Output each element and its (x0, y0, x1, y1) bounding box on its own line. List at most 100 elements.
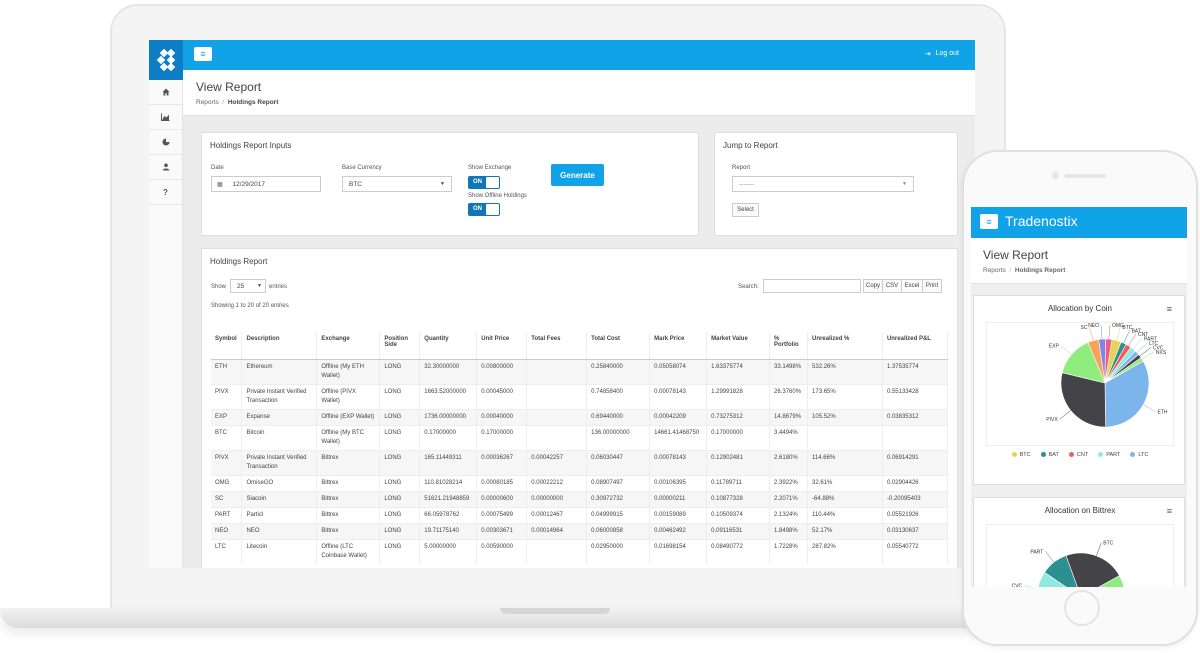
column-header[interactable]: Symbol (211, 332, 243, 360)
chart-menu-icon[interactable]: ≡ (1166, 506, 1172, 516)
table-cell: 532.26% (807, 358, 883, 384)
allocation-on-bittrex-card: Allocation on Bittrex ≡ BTCPIVXWAVESNXSO… (973, 497, 1185, 587)
table-cell: 1663.52000000 (419, 383, 478, 409)
table-cell: LONG (379, 490, 421, 507)
pie-label: CNT (1138, 332, 1148, 338)
breadcrumb-reports[interactable]: Reports (196, 99, 219, 106)
column-header[interactable]: Description (241, 332, 318, 360)
column-header[interactable]: Unrealized P&L (882, 332, 949, 360)
menu-toggle-button[interactable]: ≡ (194, 47, 212, 61)
table-cell: 0.10877328 (706, 490, 771, 507)
pie-slice[interactable] (1065, 552, 1120, 587)
export-excel-button[interactable]: Excel (901, 279, 923, 293)
chevron-down-icon: ▼ (257, 283, 262, 289)
pie-slice[interactable] (1104, 357, 1144, 384)
table-cell: PART (211, 506, 243, 523)
pie-connector (1045, 551, 1055, 563)
legend-item[interactable]: PART (1098, 452, 1120, 458)
sidebar-item-charts[interactable] (149, 105, 182, 130)
holdings-report-card: Holdings Report Show 25 ▼ entries Showin… (201, 248, 958, 568)
column-header[interactable]: Total Cost (586, 332, 651, 360)
legend-item[interactable]: BAT (1040, 452, 1059, 458)
table-row: BTC Bitcoin Offline (My BTC Wallet) LONG 0.1… (211, 424, 949, 450)
show-offline-toggle[interactable]: ON (468, 203, 500, 216)
breadcrumb-reports[interactable]: Reports (983, 267, 1006, 274)
chart1-legend: BTC BAT CNT PART LTC (974, 452, 1186, 458)
legend-item[interactable]: BTC (1011, 452, 1031, 458)
app-logo[interactable] (149, 40, 183, 80)
table-row: EXP Expanse Offline (EXP Wallet) LONG 1736.0… (211, 408, 949, 425)
table-cell: 0.02950000 (586, 538, 651, 564)
top-navbar: ≡ ⇥ Log out (183, 40, 975, 70)
table-cell (526, 383, 588, 409)
table-cell: LONG (379, 424, 421, 450)
export-csv-button[interactable]: CSV (882, 279, 902, 293)
pie-slice[interactable] (1060, 372, 1106, 428)
table-cell: 0.00042209 (649, 408, 708, 425)
entries-select[interactable]: 25 ▼ (230, 279, 266, 293)
column-header[interactable]: Market Value (706, 332, 771, 360)
table-cell: 0.12902481 (706, 449, 771, 475)
chart-menu-icon[interactable]: ≡ (1166, 304, 1172, 314)
column-header[interactable]: Unrealized % (807, 332, 883, 360)
breadcrumb: Reports / Holdings Report (196, 99, 278, 106)
table-cell: Expanse (241, 408, 318, 425)
column-header[interactable]: Mark Price (649, 332, 708, 360)
export-copy-button[interactable]: Copy (863, 279, 883, 293)
sidebar-item-home[interactable] (149, 80, 182, 105)
pie-connector (1060, 345, 1072, 355)
table-cell: 0.00014964 (526, 522, 588, 539)
pie-connector (1128, 333, 1137, 346)
mobile-menu-button[interactable]: ≡ (980, 214, 998, 229)
table-cell: NEO (211, 522, 243, 539)
table-cell: PIVX (211, 449, 243, 475)
legend-item[interactable]: LTC (1130, 452, 1148, 458)
pie-connector (1089, 327, 1094, 341)
pie-connector (1143, 404, 1156, 412)
pie-label: PIVX (1046, 417, 1058, 423)
table-cell: Particl (241, 506, 318, 523)
table-cell: 0.06914291 (882, 449, 949, 475)
column-header[interactable]: Total Fees (526, 332, 588, 360)
generate-button[interactable]: Generate (551, 164, 604, 186)
column-header[interactable]: Position Side (379, 332, 421, 360)
base-currency-select[interactable]: BTC ▼ (342, 176, 452, 192)
table-cell: 52.17% (807, 522, 883, 539)
column-header[interactable]: Unit Price (476, 332, 528, 360)
pie-label: PART (1144, 336, 1157, 342)
legend-label: BAT (1048, 452, 1059, 458)
search-input[interactable] (763, 279, 861, 293)
pie-slice[interactable] (1104, 360, 1150, 428)
sidebar-item-help[interactable]: ? (149, 180, 182, 205)
pie-slice[interactable] (1081, 575, 1125, 587)
export-print-button[interactable]: Print (922, 279, 942, 293)
column-header[interactable]: Exchange (316, 332, 381, 360)
table-cell: EXP (211, 408, 243, 425)
sidebar-item-user[interactable] (149, 155, 182, 180)
table-cell: NEO (241, 522, 318, 539)
column-header[interactable]: Quantity (419, 332, 478, 360)
legend-item[interactable]: CNT (1068, 452, 1088, 458)
show-exchange-toggle[interactable]: ON (468, 176, 500, 189)
table-cell: BTC (211, 424, 243, 450)
show-label: Show (211, 284, 227, 290)
table-row: PART Particl Bittrex LONG 66.05978762 0.00075… (211, 506, 949, 523)
breadcrumb-separator: / (222, 99, 225, 106)
select-button[interactable]: Select (732, 203, 759, 217)
jump-to-report-card: Jump to Report Report ------- ▼ Select (714, 132, 958, 236)
date-field[interactable]: ▦ 12/29/2017 (211, 176, 321, 192)
chart2-title: Allocation on Bittrex (1044, 506, 1116, 515)
sidebar-item-allocation[interactable] (149, 130, 182, 155)
table-cell: 32.30000000 (419, 358, 478, 384)
table-cell: Bitcoin (241, 424, 318, 450)
table-cell: 0.03130637 (882, 522, 949, 539)
column-header[interactable]: % Portfolio (769, 332, 809, 360)
logout-link[interactable]: ⇥ Log out (925, 50, 959, 58)
table-cell: 1.63375774 (706, 358, 771, 384)
phone-home-button[interactable] (1064, 590, 1100, 626)
table-cell: 0.00080185 (476, 474, 528, 491)
table-cell: 1.8498% (769, 522, 809, 539)
table-cell: -0.20095403 (882, 490, 949, 507)
report-select[interactable]: ------- ▼ (732, 176, 914, 192)
